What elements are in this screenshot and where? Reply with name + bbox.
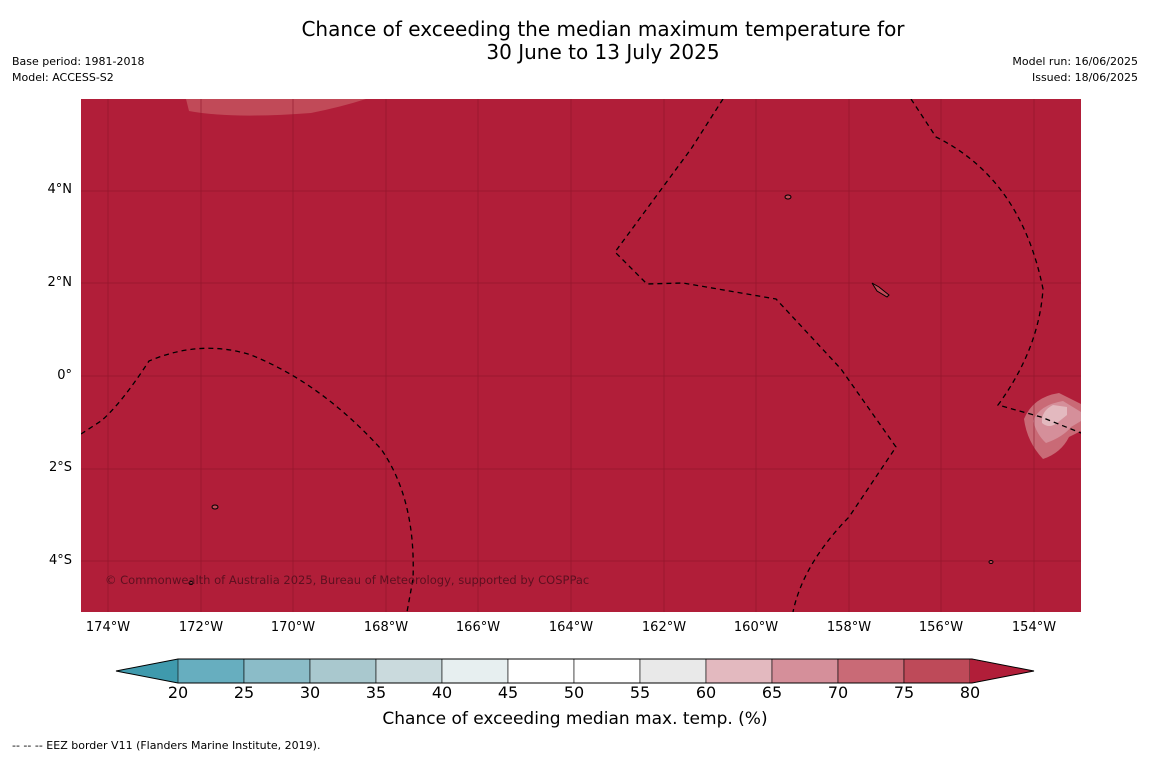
colorbar-segment (771, 658, 839, 684)
base-period: Base period: 1981-2018 (12, 55, 145, 68)
longitude-label: 156°W (918, 620, 964, 635)
colorbar-title: Chance of exceeding median max. temp. (%… (382, 709, 768, 729)
colorbar-tick-label: 75 (893, 683, 915, 702)
island (784, 194, 792, 200)
eez-border-east (910, 99, 1081, 434)
copyright-notice: © Commonwealth of Australia 2025, Bureau… (105, 573, 590, 587)
longitude-label: 154°W (1011, 620, 1057, 635)
map-title: Chance of exceeding the median maximum t… (0, 18, 1150, 64)
title-line-2: 30 June to 13 July 2025 (486, 40, 720, 64)
longitude-label: 174°W (85, 620, 131, 635)
colorbar-extend-high (970, 659, 1034, 683)
colorbar-tick-label: 65 (761, 683, 783, 702)
colorbar-segment (903, 658, 971, 684)
probability-field (81, 99, 1081, 612)
map-canvas (81, 99, 1081, 612)
colorbar-tick-label: 35 (365, 683, 387, 702)
colorbar-tick-label: 45 (497, 683, 519, 702)
longitude-label: 162°W (641, 620, 687, 635)
model-name: Model: ACCESS-S2 (12, 71, 114, 84)
latitude-label: 2°N (47, 275, 73, 290)
latitude-label: 2°S (48, 460, 72, 475)
colorbar-tick-label: 25 (233, 683, 255, 702)
longitude-label: 166°W (455, 620, 501, 635)
colorbar-segments (116, 658, 1034, 684)
longitude-label: 158°W (826, 620, 872, 635)
eez-border-west (81, 347, 414, 612)
longitude-label: 168°W (363, 620, 409, 635)
island (188, 581, 194, 585)
model-info: Base period: 1981-2018 Model: ACCESS-S2 (12, 54, 144, 86)
latitude-label: 4°N (47, 182, 73, 197)
eez-borders (81, 99, 1081, 612)
latitude-label: 4°S (48, 553, 72, 568)
colorbar-extend-low (116, 659, 178, 683)
run-info: Model run: 16/06/2025 Issued: 18/06/2025 (1012, 54, 1138, 86)
model-run: Model run: 16/06/2025 (1012, 55, 1138, 68)
colorbar-tick-label: 70 (827, 683, 849, 702)
colorbar-tick-label: 80 (959, 683, 981, 702)
colorbar-segment (639, 658, 707, 684)
colorbar-tick-label: 30 (299, 683, 321, 702)
colorbar-segment (507, 658, 575, 684)
colorbar-segment (309, 658, 377, 684)
colorbar-tick-label: 40 (431, 683, 453, 702)
islands (188, 194, 994, 585)
colorbar-segment (837, 658, 905, 684)
lighter-probability-patch (186, 99, 366, 116)
colorbar-segment (441, 658, 509, 684)
colorbar-segment (375, 658, 443, 684)
island (211, 504, 219, 510)
colorbar-segment (177, 658, 245, 684)
colorbar-tick-label: 20 (167, 683, 189, 702)
longitude-label: 164°W (548, 620, 594, 635)
anomaly-patch-inner (1041, 405, 1067, 426)
longitude-label: 172°W (178, 620, 224, 635)
longitude-label: 160°W (733, 620, 779, 635)
colorbar-segment (705, 658, 773, 684)
island (988, 560, 994, 564)
latitude-label: 0° (57, 368, 72, 383)
colorbar-tick-label: 50 (563, 683, 585, 702)
longitude-label: 170°W (270, 620, 316, 635)
colorbar-outline (115, 658, 1035, 684)
issued-date: Issued: 18/06/2025 (1031, 71, 1138, 84)
eez-legend-note: -- -- -- EEZ border V11 (Flanders Marine… (12, 739, 321, 752)
colorbar (115, 658, 1035, 684)
title-line-1: Chance of exceeding the median maximum t… (301, 17, 905, 41)
island (871, 282, 890, 298)
colorbar-tick-label: 55 (629, 683, 651, 702)
map-panel[interactable]: © Commonwealth of Australia 2025, Bureau… (81, 99, 1081, 612)
colorbar-tick-label: 60 (695, 683, 717, 702)
colorbar-segment (573, 658, 641, 684)
colorbar-segment (243, 658, 311, 684)
